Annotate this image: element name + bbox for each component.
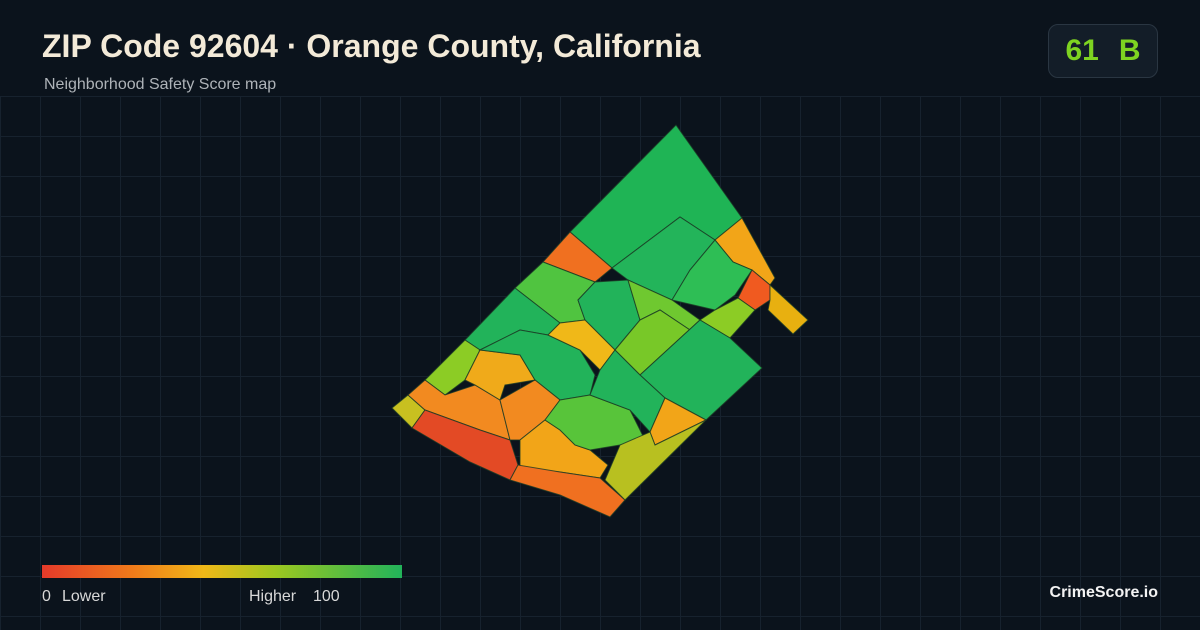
region <box>509 464 626 518</box>
score-value: 61 <box>1065 34 1099 67</box>
region <box>767 283 809 335</box>
legend-min-label: Lower <box>62 588 106 605</box>
region <box>604 419 707 501</box>
legend-max: 100 <box>313 588 340 605</box>
region <box>671 239 753 311</box>
legend-min: 0 <box>42 588 51 605</box>
region <box>737 269 771 311</box>
subtitle: Neighborhood Safety Score map <box>44 76 277 93</box>
brand: CrimeScore.io <box>1049 584 1158 601</box>
legend-max-label: Higher <box>249 588 297 605</box>
legend-gradient <box>42 565 402 578</box>
region <box>411 409 519 481</box>
region <box>589 349 666 433</box>
score-badge: 61 B <box>1048 24 1158 78</box>
region <box>478 329 596 401</box>
score-grade: B <box>1118 34 1141 67</box>
title: ZIP Code 92604 · Orange County, Californ… <box>42 28 701 64</box>
